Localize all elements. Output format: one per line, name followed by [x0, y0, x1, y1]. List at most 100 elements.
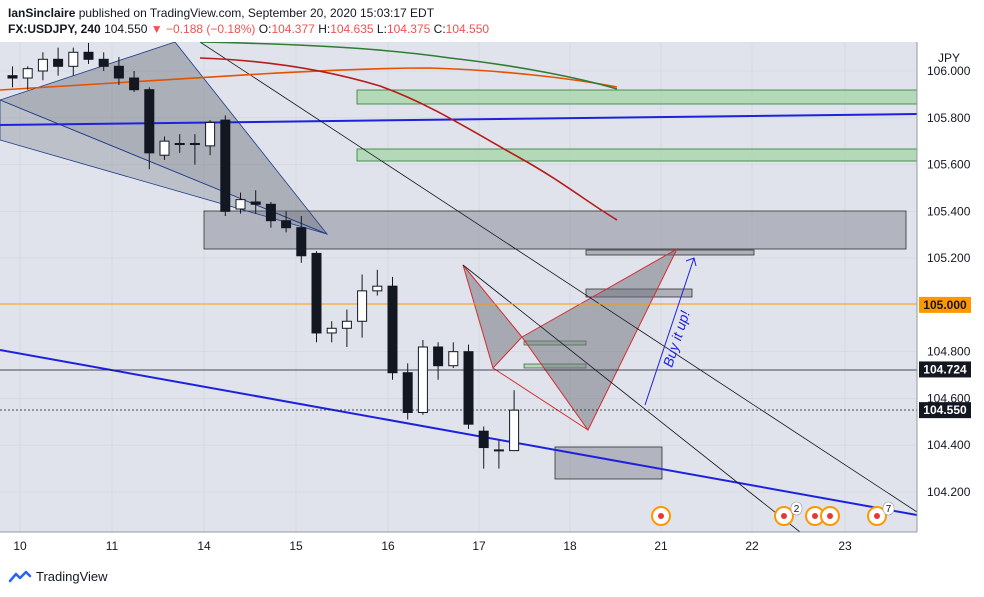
candle-body[interactable] — [83, 51, 94, 60]
lower-trendline[interactable] — [0, 349, 917, 516]
x-tick-label: 15 — [289, 539, 303, 553]
low-label: L: — [376, 22, 387, 36]
buy-arrow-head — [685, 257, 697, 267]
event-count-badge — [882, 501, 895, 516]
candle-body[interactable] — [341, 320, 352, 329]
y-tick-label: 104.800 — [927, 345, 971, 359]
candle-body[interactable] — [509, 409, 520, 452]
price-label-box — [919, 361, 971, 378]
price-labels: 105.000 104.724 104.550 — [919, 296, 971, 419]
x-tick-label: 10 — [13, 539, 27, 553]
low-value: 104.375 — [386, 22, 431, 36]
candle-body[interactable] — [22, 68, 33, 79]
candle-body[interactable] — [311, 252, 322, 334]
candle-body[interactable] — [372, 285, 383, 292]
candle-body[interactable] — [433, 346, 444, 367]
y-tick-label: 105.600 — [927, 158, 971, 172]
price-label-box — [919, 402, 971, 419]
event-dot — [658, 513, 664, 519]
candle-body[interactable] — [7, 75, 18, 79]
candle-body[interactable] — [220, 119, 231, 212]
candle-body[interactable] — [174, 143, 185, 146]
symbol-label[interactable]: FX:USDJPY, 240 — [8, 22, 101, 36]
x-axis-ticks: 10 11 14 15 16 17 18 21 22 23 — [13, 539, 852, 553]
x-tick-label: 17 — [472, 539, 486, 553]
x-tick-label: 23 — [838, 539, 852, 553]
event-count: 7 — [886, 504, 892, 515]
price-label-value: 104.724 — [923, 362, 967, 376]
red-moving-average[interactable] — [199, 57, 618, 221]
event-count-badge — [790, 501, 803, 516]
candle-body[interactable] — [250, 201, 261, 205]
candle-body[interactable] — [402, 372, 413, 413]
candle-body[interactable] — [463, 351, 474, 425]
orange-moving-average[interactable] — [0, 67, 618, 91]
high-label: H: — [318, 22, 331, 36]
green-moving-average[interactable] — [199, 42, 618, 90]
price-axis[interactable] — [917, 42, 984, 532]
brand-name[interactable]: TradingView — [36, 569, 108, 584]
candle-body[interactable] — [235, 199, 246, 210]
symbol-info: FX:USDJPY, 240 104.550 ▼ −0.188 (−0.18%)… — [8, 22, 489, 36]
candle-body[interactable] — [205, 121, 216, 147]
grid-lines — [0, 42, 917, 532]
event-dot — [781, 513, 787, 519]
high-value: 104.635 — [330, 22, 374, 36]
price-label-value: 104.550 — [923, 403, 967, 417]
channel-line-upper[interactable] — [199, 42, 917, 513]
y-tick-label: 105.400 — [927, 204, 971, 218]
candle-body[interactable] — [326, 327, 337, 334]
supply-zone-upper[interactable] — [356, 89, 917, 105]
event-dot — [874, 513, 880, 519]
close-label: C: — [433, 22, 446, 36]
candle-body[interactable] — [296, 227, 307, 257]
candle-body[interactable] — [265, 203, 276, 222]
event-count: 2 — [794, 504, 800, 515]
price-label-box — [919, 296, 971, 313]
open-value: 104.377 — [271, 22, 315, 36]
y-axis-ticks: 106.000 105.800 105.600 105.400 105.200 104.8… — [927, 64, 971, 499]
buy-arrow[interactable] — [644, 257, 695, 406]
resistance-zone[interactable] — [203, 210, 907, 250]
last-price: 104.550 — [104, 22, 148, 36]
time-axis[interactable] — [0, 532, 984, 560]
candle-body[interactable] — [68, 51, 79, 67]
event-dot — [827, 513, 833, 519]
candle-body[interactable] — [281, 220, 292, 229]
supply-zone-lower[interactable] — [356, 148, 917, 162]
x-tick-label: 16 — [381, 539, 395, 553]
candle-body[interactable] — [493, 449, 504, 452]
candle-body[interactable] — [387, 285, 398, 374]
harmonic-bcd[interactable] — [521, 247, 679, 431]
y-tick-label: 104.400 — [927, 438, 971, 452]
candle-body[interactable] — [189, 143, 200, 146]
candle-body[interactable] — [37, 58, 48, 72]
candle-body[interactable] — [159, 140, 170, 156]
y-tick-label: 104.200 — [927, 485, 971, 499]
candle-body[interactable] — [448, 351, 459, 367]
channel-line-lower[interactable] — [462, 264, 801, 532]
candle-body[interactable] — [417, 346, 428, 413]
event-dot — [812, 513, 818, 519]
candle-body[interactable] — [53, 58, 64, 67]
y-tick-label: 105.200 — [927, 251, 971, 265]
x-tick-label: 21 — [654, 539, 668, 553]
footer: TradingView — [8, 569, 108, 584]
candle-body[interactable] — [357, 290, 368, 322]
candle-body[interactable] — [98, 58, 109, 67]
candle-body[interactable] — [144, 89, 155, 154]
y-tick-label: 106.000 — [927, 64, 971, 78]
candle-body[interactable] — [478, 430, 489, 449]
publish-info: IanSinclaire published on TradingView.co… — [8, 6, 434, 20]
x-tick-label: 18 — [563, 539, 577, 553]
harmonic-xab[interactable] — [462, 264, 523, 369]
x-tick-label: 14 — [197, 539, 211, 553]
open-label: O: — [258, 22, 272, 36]
currency-label: JPY — [938, 51, 960, 65]
published-text: published on TradingView.com, September … — [75, 6, 435, 20]
publisher-name[interactable]: IanSinclaire — [8, 6, 76, 20]
candle-body[interactable] — [129, 77, 140, 91]
candle-body[interactable] — [113, 65, 124, 79]
